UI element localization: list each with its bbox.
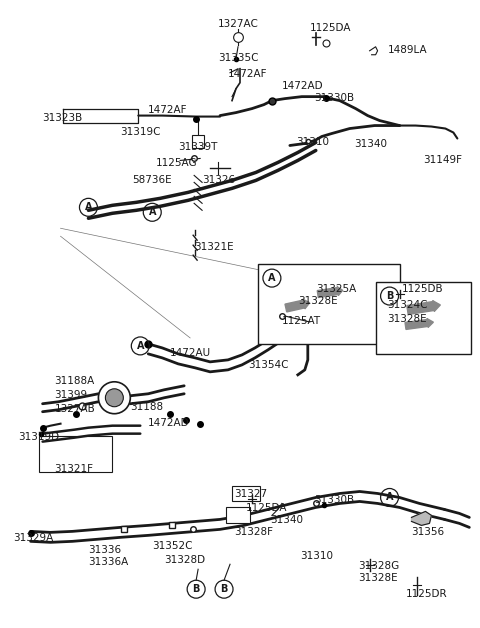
Circle shape (106, 389, 123, 407)
Text: 1472AU: 1472AU (170, 348, 211, 358)
Text: 31319C: 31319C (120, 127, 161, 136)
Text: 31336A: 31336A (88, 557, 129, 567)
FancyArrow shape (407, 301, 440, 315)
Text: 31352C: 31352C (152, 541, 193, 551)
Text: 31326: 31326 (202, 175, 235, 185)
Text: B: B (192, 584, 200, 594)
Text: 31399: 31399 (55, 390, 88, 400)
Text: 31330B: 31330B (314, 93, 354, 102)
Text: A: A (148, 207, 156, 217)
Text: 31336: 31336 (88, 545, 121, 555)
Text: 1125AG: 1125AG (156, 158, 198, 168)
Text: 31327: 31327 (234, 489, 267, 499)
Text: 1472AD: 1472AD (282, 80, 324, 90)
Text: 31356: 31356 (411, 528, 444, 538)
Text: 1125DA: 1125DA (310, 23, 351, 33)
FancyBboxPatch shape (226, 507, 250, 523)
Text: 31324C: 31324C (387, 300, 428, 310)
Text: A: A (84, 202, 92, 212)
Text: 31149F: 31149F (423, 156, 462, 165)
Text: 1125AT: 1125AT (282, 316, 321, 326)
FancyArrow shape (317, 286, 343, 298)
Text: 31328E: 31328E (298, 296, 337, 306)
Text: 31328D: 31328D (164, 555, 205, 565)
Text: 1327AB: 1327AB (55, 404, 96, 414)
Text: B: B (386, 291, 393, 301)
Text: 31321F: 31321F (55, 463, 94, 474)
Text: 1472AF: 1472AF (228, 68, 267, 78)
Text: 1125DR: 1125DR (406, 589, 447, 599)
Text: 31188A: 31188A (55, 376, 95, 386)
Text: 31310: 31310 (296, 136, 329, 146)
FancyBboxPatch shape (232, 485, 260, 501)
Text: 31329A: 31329A (12, 533, 53, 543)
Circle shape (98, 382, 130, 414)
Text: 31340: 31340 (354, 139, 387, 148)
Text: 1327AC: 1327AC (217, 19, 258, 29)
Text: 31328G: 31328G (358, 561, 399, 571)
Text: 1489LA: 1489LA (387, 45, 427, 55)
Polygon shape (411, 511, 432, 526)
Text: 31335C: 31335C (218, 53, 259, 63)
Text: 1472AD: 1472AD (148, 418, 190, 428)
Text: 31339T: 31339T (178, 143, 217, 153)
Text: 1472AF: 1472AF (148, 105, 188, 114)
Text: 31328E: 31328E (387, 314, 427, 324)
FancyArrow shape (405, 318, 433, 330)
Text: 31325A: 31325A (316, 284, 356, 294)
Text: 31328E: 31328E (358, 573, 397, 583)
Text: 31340: 31340 (270, 516, 303, 526)
FancyBboxPatch shape (376, 282, 471, 354)
Text: 1125DB: 1125DB (402, 284, 443, 294)
Text: A: A (136, 341, 144, 351)
FancyBboxPatch shape (258, 264, 399, 344)
Text: A: A (268, 273, 276, 283)
Text: 31323B: 31323B (43, 112, 83, 122)
Text: 31319D: 31319D (19, 431, 60, 441)
Text: 58736E: 58736E (132, 175, 172, 185)
Text: 31310: 31310 (300, 551, 333, 561)
Text: 31321E: 31321E (194, 242, 234, 252)
Text: 31328F: 31328F (234, 528, 273, 538)
Text: 31330B: 31330B (314, 495, 354, 506)
FancyArrow shape (285, 299, 310, 312)
FancyBboxPatch shape (192, 134, 204, 148)
Text: 31188: 31188 (130, 402, 164, 412)
Text: A: A (386, 492, 393, 502)
Text: B: B (220, 584, 228, 594)
Text: 31354C: 31354C (248, 360, 288, 370)
Text: 1125DA: 1125DA (246, 504, 288, 514)
